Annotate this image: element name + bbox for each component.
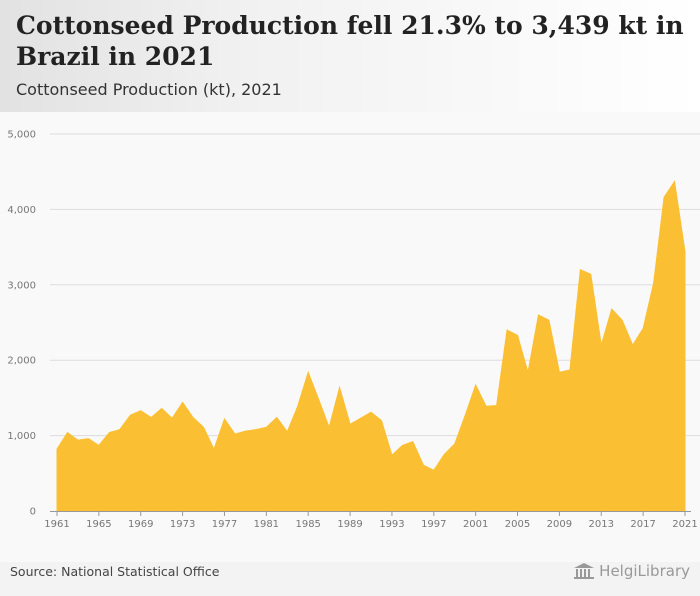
data-point-1980	[254, 428, 258, 432]
data-point-1968	[128, 413, 132, 417]
data-point-1991	[369, 410, 373, 414]
x-tick-label: 1965	[86, 519, 111, 530]
data-point-2007	[536, 313, 540, 317]
data-point-2017	[641, 327, 645, 331]
data-point-2002	[484, 404, 488, 408]
data-point-2003	[495, 403, 499, 407]
data-point-1986	[317, 397, 321, 401]
x-tick-label: 1997	[421, 519, 446, 530]
x-tick-label: 1961	[44, 519, 69, 530]
data-point-1976	[212, 447, 216, 451]
x-tick-label: 2017	[630, 519, 655, 530]
data-point-1975	[202, 425, 206, 429]
data-point-1993	[390, 453, 394, 457]
data-point-1961	[55, 447, 59, 451]
x-tick-label: 1969	[128, 519, 153, 530]
data-point-1985	[306, 370, 310, 374]
data-point-2018	[652, 281, 656, 285]
data-point-1979	[243, 429, 247, 433]
data-point-1966	[107, 431, 111, 435]
data-point-1983	[285, 430, 289, 434]
y-tick-label: 1,000	[7, 431, 36, 442]
x-tick-label: 2005	[505, 519, 530, 530]
y-tick-label: 4,000	[7, 205, 36, 216]
data-point-1989	[348, 422, 352, 426]
y-tick-label: 2,000	[7, 356, 36, 367]
data-point-2020	[673, 180, 677, 184]
y-tick-label: 3,000	[7, 280, 36, 291]
x-tick-label: 2013	[589, 519, 614, 530]
x-tick-label: 1989	[337, 519, 362, 530]
data-point-1984	[296, 404, 300, 408]
data-point-1996	[421, 463, 425, 467]
helgi-library-logo[interactable]: HelgiLibrary	[573, 562, 690, 580]
data-point-2010	[568, 368, 572, 372]
data-point-1992	[379, 419, 383, 423]
x-tick-label: 1993	[379, 519, 404, 530]
data-point-2011	[578, 268, 582, 272]
x-tick-label: 1977	[212, 519, 237, 530]
library-building-icon	[574, 563, 595, 579]
data-point-1981	[264, 425, 268, 429]
data-point-1963	[76, 438, 80, 442]
data-point-1974	[191, 416, 195, 420]
data-point-2021	[683, 250, 687, 254]
x-tick-label: 2009	[547, 519, 572, 530]
data-point-1969	[139, 409, 143, 413]
data-point-2009	[557, 370, 561, 374]
data-point-2006	[526, 370, 530, 374]
data-point-2015	[620, 318, 624, 322]
y-tick-label: 5,000	[7, 130, 36, 141]
chart-subtitle: Cottonseed Production (kt), 2021	[16, 80, 282, 99]
x-tick-label: 1981	[254, 519, 279, 530]
data-point-1972	[170, 416, 174, 420]
data-point-2019	[662, 195, 666, 199]
data-point-2005	[516, 333, 520, 337]
data-point-1962	[65, 431, 69, 435]
x-tick-label: 2021	[672, 519, 697, 530]
data-point-2004	[505, 328, 509, 332]
chart-title: Cottonseed Production fell 21.3% to 3,43…	[16, 11, 684, 71]
data-point-2013	[599, 343, 603, 347]
data-point-2012	[589, 272, 593, 276]
data-point-1965	[97, 443, 101, 447]
data-point-1973	[181, 400, 185, 404]
series-area	[56, 180, 686, 512]
data-point-1999	[453, 442, 457, 446]
data-point-2008	[547, 318, 551, 322]
data-point-1970	[149, 416, 153, 420]
cottonseed-area-chart: 0 1,000 2,000 3,000 4,000 5,000 1961 1965 1969 19…	[7, 130, 700, 530]
brand-name: HelgiLibrary	[599, 562, 690, 580]
y-tick-label: 0	[30, 507, 36, 518]
data-point-1994	[400, 443, 404, 447]
data-point-1964	[86, 437, 90, 441]
x-tick-label: 1985	[295, 519, 320, 530]
data-point-2000	[463, 413, 467, 417]
data-point-1982	[275, 416, 279, 420]
data-point-1988	[338, 385, 342, 389]
data-point-1998	[442, 452, 446, 456]
data-point-1967	[118, 428, 122, 432]
x-tick-label: 1973	[170, 519, 195, 530]
data-point-1987	[327, 425, 331, 429]
data-point-2001	[474, 383, 478, 387]
source-note: Source: National Statistical Office	[10, 564, 220, 579]
data-point-1977	[222, 417, 226, 421]
header-band: Cottonseed Production fell 21.3% to 3,43…	[0, 0, 700, 112]
data-point-2016	[631, 343, 635, 347]
data-point-1978	[233, 432, 237, 436]
data-point-1997	[432, 468, 436, 472]
data-point-1971	[160, 406, 164, 410]
data-point-1995	[411, 440, 415, 444]
data-point-2014	[610, 307, 614, 311]
data-point-1990	[359, 416, 363, 420]
x-tick-label: 2001	[463, 519, 488, 530]
